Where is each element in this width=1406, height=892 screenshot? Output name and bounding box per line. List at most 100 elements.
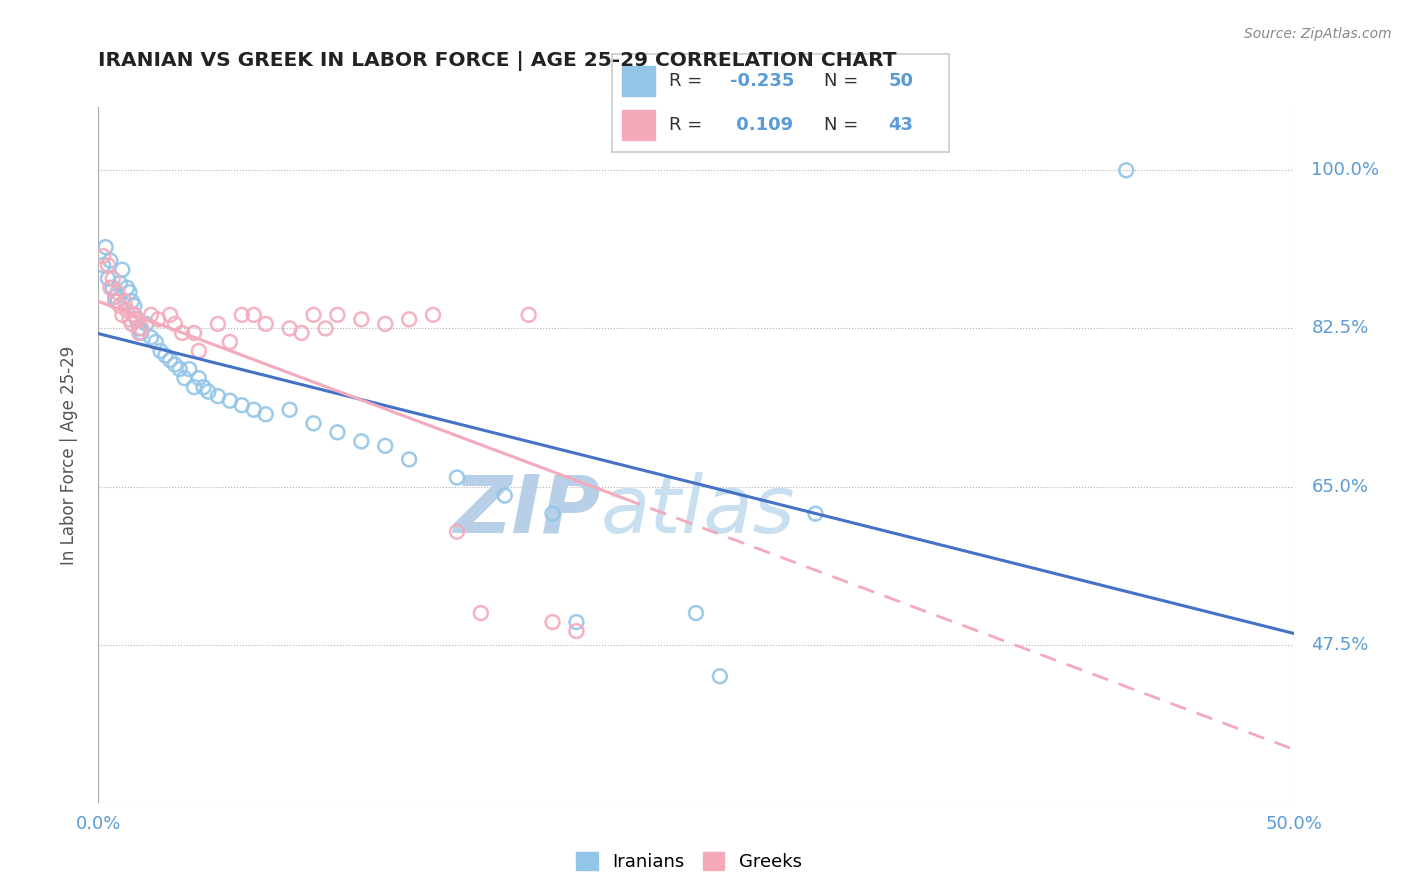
Point — [398, 312, 420, 326]
Point — [243, 308, 266, 322]
Point — [124, 308, 146, 322]
Point — [1115, 163, 1137, 178]
Point — [163, 317, 186, 331]
Point — [446, 470, 468, 484]
Point — [107, 285, 129, 300]
Point — [125, 312, 148, 326]
Point — [183, 326, 205, 340]
Point — [804, 507, 827, 521]
Point — [231, 308, 253, 322]
Text: Source: ZipAtlas.com: Source: ZipAtlas.com — [1244, 27, 1392, 41]
Text: R =: R = — [669, 116, 709, 134]
Point — [128, 326, 150, 340]
Point — [135, 317, 157, 331]
Point — [374, 439, 396, 453]
Point — [118, 285, 141, 300]
Point — [124, 299, 146, 313]
Point — [172, 326, 194, 340]
Point — [207, 317, 229, 331]
Text: 100.0%: 100.0% — [1312, 161, 1379, 179]
FancyBboxPatch shape — [621, 111, 655, 140]
Point — [159, 308, 181, 322]
Point — [565, 624, 588, 639]
Point — [207, 389, 229, 403]
Point — [108, 277, 131, 291]
Point — [148, 312, 170, 326]
Point — [193, 380, 215, 394]
Text: R =: R = — [669, 72, 709, 90]
Point — [278, 402, 301, 417]
Point — [197, 384, 219, 399]
Point — [115, 303, 138, 318]
Point — [302, 308, 325, 322]
Text: 0.109: 0.109 — [730, 116, 793, 134]
Point — [422, 308, 444, 322]
FancyBboxPatch shape — [621, 66, 655, 95]
Point — [155, 349, 177, 363]
Point — [350, 434, 373, 449]
Point — [139, 330, 162, 344]
Text: 47.5%: 47.5% — [1312, 636, 1369, 654]
Point — [315, 321, 337, 335]
Text: 43: 43 — [889, 116, 914, 134]
Point — [541, 615, 564, 629]
Point — [94, 240, 117, 254]
Point — [131, 321, 153, 335]
Point — [254, 407, 277, 421]
Text: N =: N = — [824, 116, 865, 134]
Point — [108, 299, 131, 313]
Point — [169, 362, 191, 376]
Point — [290, 326, 312, 340]
Text: ZIP: ZIP — [453, 472, 600, 549]
Point — [187, 344, 209, 359]
Point — [104, 290, 127, 304]
Point — [135, 859, 157, 873]
Point — [114, 294, 136, 309]
Text: -0.235: -0.235 — [730, 72, 794, 90]
Point — [446, 524, 468, 539]
Point — [121, 317, 143, 331]
Point — [145, 334, 167, 349]
Point — [254, 317, 277, 331]
Point — [131, 326, 153, 340]
Point — [163, 358, 186, 372]
Point — [128, 321, 150, 335]
Point — [91, 258, 114, 272]
Point — [398, 452, 420, 467]
Point — [107, 294, 129, 309]
Point — [97, 258, 120, 272]
Point — [374, 317, 396, 331]
Point — [98, 253, 122, 268]
Point — [326, 308, 349, 322]
Point — [219, 334, 242, 349]
Text: 50: 50 — [889, 72, 914, 90]
Point — [101, 281, 124, 295]
Text: 82.5%: 82.5% — [1312, 319, 1368, 337]
Point — [179, 362, 201, 376]
Point — [139, 308, 162, 322]
Point — [118, 312, 141, 326]
Point — [517, 308, 540, 322]
Point — [243, 402, 266, 417]
Point — [470, 606, 492, 620]
Point — [709, 669, 731, 683]
Point — [101, 271, 124, 285]
Point — [115, 281, 138, 295]
Point — [149, 344, 172, 359]
Point — [565, 615, 588, 629]
Text: IRANIAN VS GREEK IN LABOR FORCE | AGE 25-29 CORRELATION CHART: IRANIAN VS GREEK IN LABOR FORCE | AGE 25… — [98, 52, 897, 71]
Point — [350, 312, 373, 326]
Point — [219, 393, 242, 408]
Y-axis label: In Labor Force | Age 25-29: In Labor Force | Age 25-29 — [59, 345, 77, 565]
Point — [91, 249, 114, 263]
Point — [125, 312, 148, 326]
Point — [98, 281, 122, 295]
Text: 65.0%: 65.0% — [1312, 477, 1368, 496]
Text: atlas: atlas — [600, 472, 796, 549]
Point — [124, 308, 146, 322]
Point — [121, 294, 143, 309]
Point — [111, 308, 134, 322]
Point — [685, 606, 707, 620]
Point — [326, 425, 349, 440]
Point — [278, 321, 301, 335]
